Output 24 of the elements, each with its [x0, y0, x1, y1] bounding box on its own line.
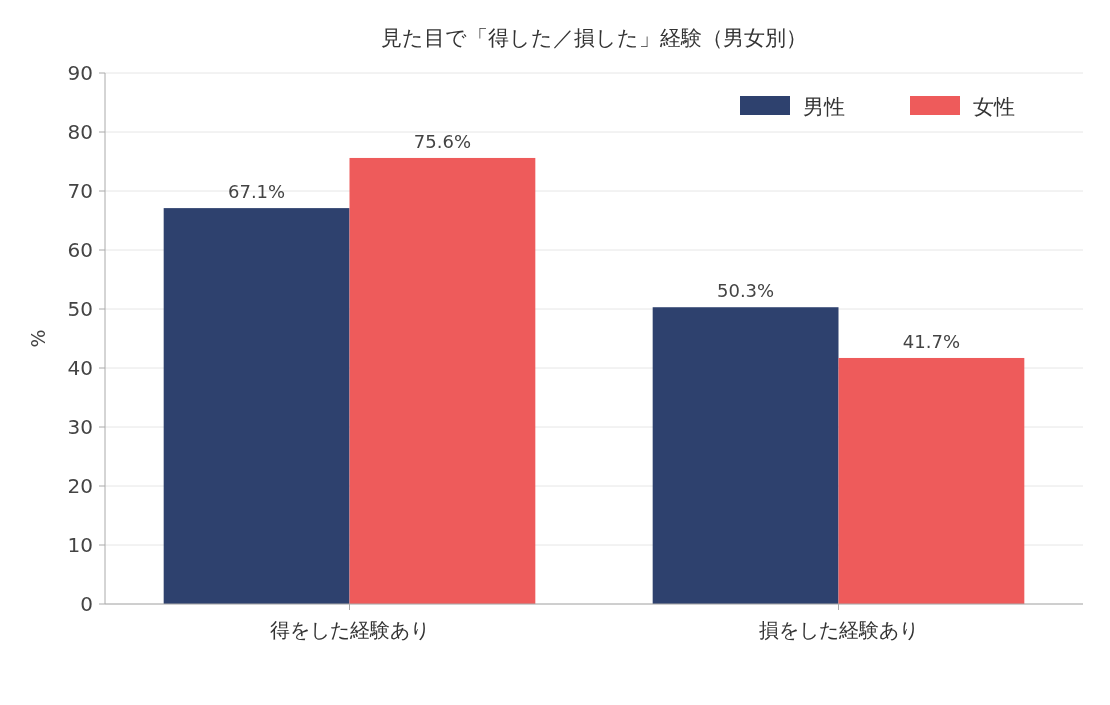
- legend-label: 男性: [803, 95, 845, 119]
- y-tick-label: 10: [67, 533, 93, 557]
- x-tick-label: 損をした経験あり: [758, 618, 919, 642]
- x-tick-label: 得をした経験あり: [269, 618, 430, 642]
- bar: [838, 357, 1025, 604]
- bar: [163, 208, 350, 604]
- y-tick-label: 40: [67, 356, 93, 380]
- y-tick-label: 0: [80, 592, 93, 616]
- data-label: 67.1%: [228, 181, 286, 203]
- bar: [349, 157, 536, 604]
- y-axis-title: %: [27, 329, 49, 348]
- y-tick-label: 30: [67, 415, 93, 439]
- legend-label: 女性: [973, 95, 1015, 119]
- data-label: 75.6%: [413, 130, 471, 152]
- data-label: 50.3%: [717, 280, 775, 302]
- y-tick-label: 60: [67, 238, 93, 262]
- y-tick-label: 90: [67, 61, 93, 85]
- y-tick-label: 70: [67, 179, 93, 203]
- bar: [652, 307, 839, 604]
- y-tick-label: 80: [67, 120, 93, 144]
- chart-title: 見た目で「得した／損した」経験（男女別）: [381, 26, 807, 50]
- y-tick-label: 50: [67, 297, 93, 321]
- data-label: 41.7%: [902, 330, 960, 352]
- y-tick-label: 20: [67, 474, 93, 498]
